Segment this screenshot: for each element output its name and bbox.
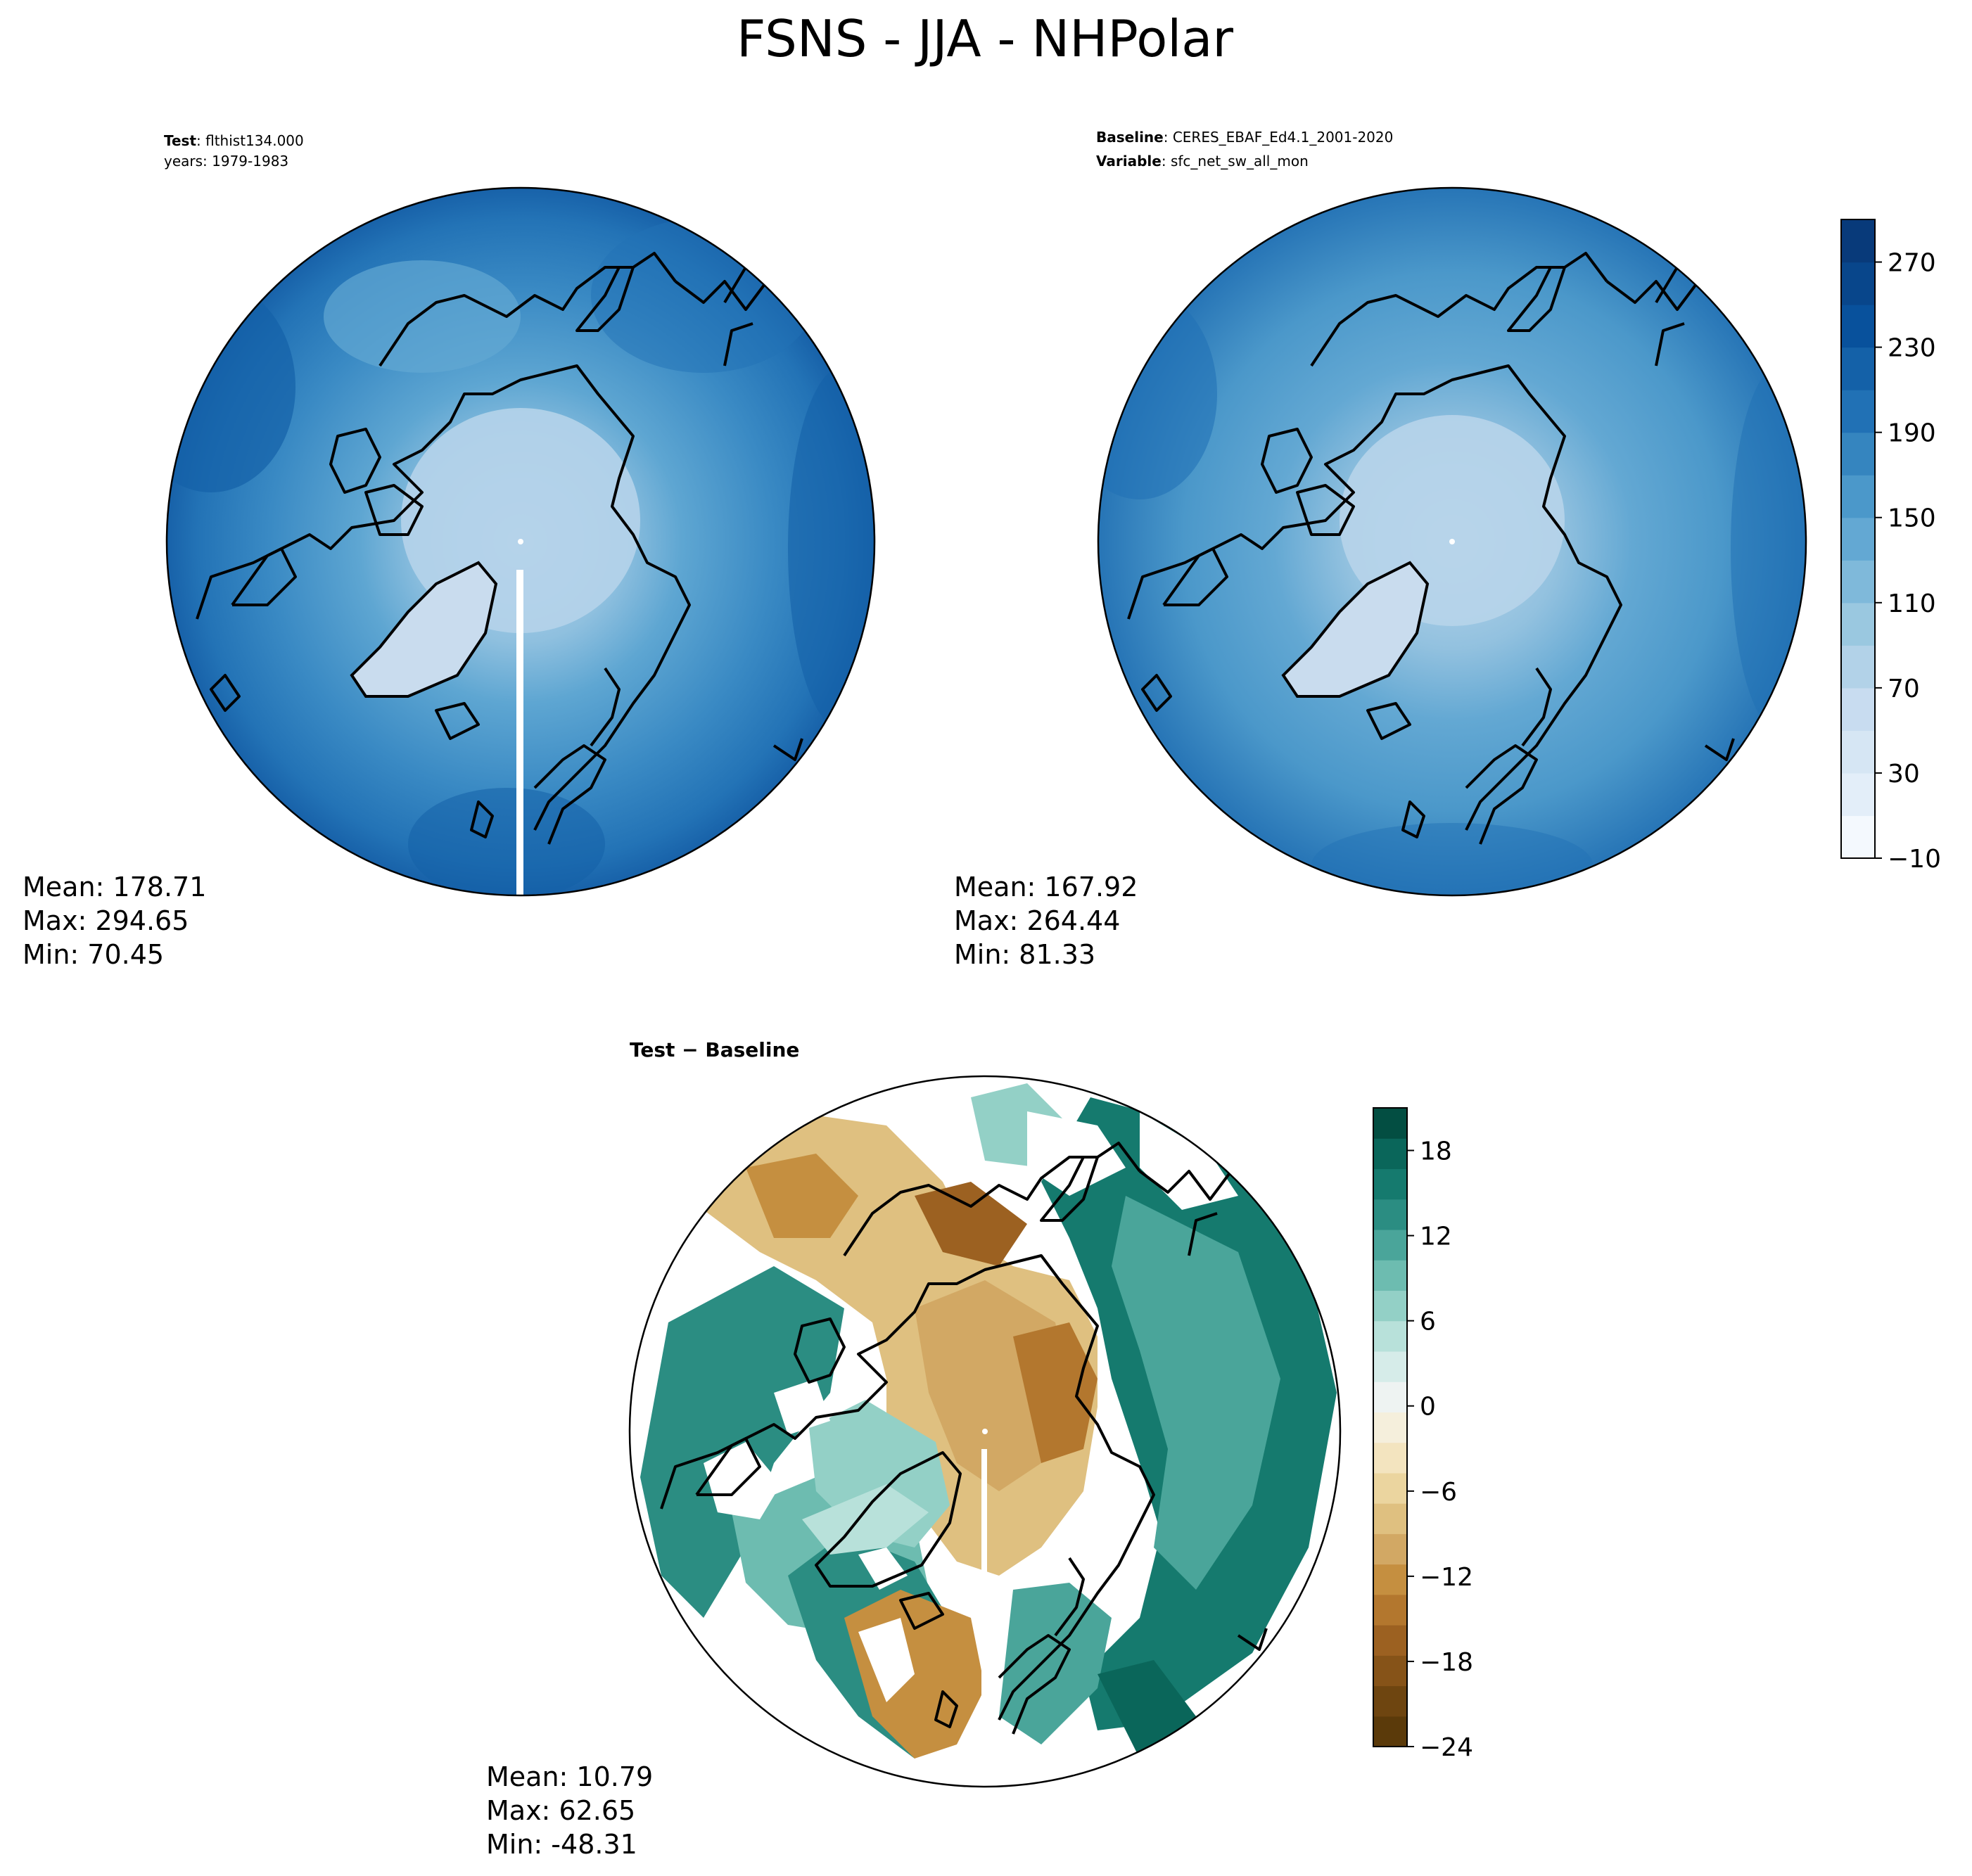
colorbar-difference: 18 12 6 0 −6 −12 −18 −24: [1373, 1107, 1473, 1762]
colorbar-main-segment: [1841, 815, 1875, 859]
greenland-landmass: [350, 561, 498, 698]
colorbar-main-tick-label: 190: [1888, 419, 1936, 448]
colorbar-main-segment: [1841, 305, 1875, 348]
colorbar-difference-segment: [1373, 1503, 1407, 1534]
test-stat-min: Min: 70.45: [23, 939, 164, 970]
colorbar-main-segment: [1841, 432, 1875, 476]
colorbar-main-segment: [1841, 517, 1875, 561]
baseline-map-boundary: [1097, 186, 1807, 897]
difference-map: [630, 1076, 1340, 1787]
test-stat-max: Max: 294.65: [23, 905, 189, 936]
colorbar-main-segment: [1841, 475, 1875, 518]
colorbar-difference-segment: [1373, 1199, 1407, 1230]
baseline-stat-mean: Mean: 167.92: [954, 872, 1138, 902]
colorbar-difference-tick-label: −24: [1420, 1733, 1473, 1762]
colorbar-difference-segment: [1373, 1229, 1407, 1261]
colorbar-difference-segment: [1373, 1168, 1407, 1200]
colorbar-difference-segment: [1373, 1351, 1407, 1382]
colorbar-difference-segment: [1373, 1290, 1407, 1322]
colorbar-main-tick-label: 230: [1888, 334, 1936, 363]
colorbar-difference-segment: [1373, 1138, 1407, 1170]
colorbar-main-segment: [1841, 390, 1875, 433]
baseline-stat-max: Max: 264.44: [954, 905, 1120, 936]
colorbar-difference-segment: [1373, 1625, 1407, 1656]
colorbar-main-tick-label: 70: [1888, 675, 1920, 703]
colorbar-difference-segment: [1373, 1564, 1407, 1595]
baseline-header-line2: Variable: sfc_net_sw_all_mon: [1096, 153, 1309, 170]
colorbar-main-tick-label: 30: [1888, 760, 1920, 789]
colorbar-difference-segment: [1373, 1412, 1407, 1443]
colorbar-difference-segment: [1373, 1382, 1407, 1412]
colorbar-difference-tick-label: −12: [1420, 1563, 1473, 1592]
colorbar-main-frame: [1840, 219, 1876, 859]
colorbar-difference-segment: [1373, 1655, 1407, 1687]
panel-baseline: Baseline: CERES_EBAF_Ed4.1_2001-2020 Var…: [954, 129, 1807, 970]
colorbar-difference-segment: [1373, 1320, 1407, 1352]
colorbar-difference-frame: [1373, 1107, 1408, 1747]
test-map: [167, 188, 874, 895]
baseline-stat-min: Min: 81.33: [954, 939, 1095, 970]
colorbar-main-segment: [1841, 219, 1875, 263]
coastlines: [1127, 252, 1735, 845]
colorbar-difference-tick-label: 0: [1420, 1393, 1436, 1422]
difference-stat-max: Max: 62.65: [486, 1795, 635, 1826]
baseline-header-line1: Baseline: CERES_EBAF_Ed4.1_2001-2020: [1096, 129, 1393, 146]
colorbar-main-tick-label: −10: [1888, 845, 1941, 874]
colorbar-main-segment: [1841, 262, 1875, 305]
coastlines: [660, 1142, 1268, 1735]
colorbar-difference-segment: [1373, 1533, 1407, 1565]
colorbar-difference-segment: [1373, 1685, 1407, 1717]
colorbar-main-segment: [1841, 687, 1875, 731]
baseline-map: [1098, 188, 1806, 895]
colorbar-main-segment: [1841, 645, 1875, 689]
colorbar-main-tick-label: 110: [1888, 589, 1936, 618]
colorbar-difference-segment: [1373, 1442, 1407, 1474]
colorbar-difference-tick-label: 6: [1420, 1308, 1436, 1336]
test-header-line1: Test: flthist134.000: [164, 132, 304, 149]
colorbar-difference-tick-label: −6: [1420, 1478, 1457, 1507]
colorbar-main-segment: [1841, 347, 1875, 390]
colorbar-difference-segment: [1373, 1594, 1407, 1626]
colorbar-main-segment: [1841, 560, 1875, 604]
difference-header: Test − Baseline: [630, 1038, 799, 1061]
test-header-line2: years: 1979-1983: [164, 153, 288, 170]
colorbar-difference-segment: [1373, 1716, 1407, 1747]
colorbar-main: 270 230 190 150 110 70 30 −10: [1840, 219, 1941, 874]
colorbar-main-segment: [1841, 772, 1875, 817]
difference-stat-mean: Mean: 10.79: [486, 1761, 653, 1792]
panel-test: Test: flthist134.000 years: 1979-1983: [23, 132, 876, 970]
panel-difference: Test − Baseline: [486, 1038, 1342, 1860]
colorbar-difference-segment: [1373, 1472, 1407, 1504]
colorbar-difference-tick-label: 18: [1420, 1137, 1452, 1166]
colorbar-difference-segment: [1373, 1260, 1407, 1291]
difference-map-boundary: [628, 1075, 1342, 1788]
colorbar-difference-segment: [1373, 1108, 1407, 1139]
colorbar-main-tick-label: 150: [1888, 504, 1936, 533]
colorbar-main-segment: [1841, 602, 1875, 646]
colorbar-main-tick-label: 270: [1888, 249, 1936, 278]
difference-stat-min: Min: -48.31: [486, 1829, 637, 1860]
colorbar-main-segment: [1841, 730, 1875, 774]
test-stat-mean: Mean: 178.71: [23, 872, 206, 902]
greenland-landmass: [1281, 561, 1430, 698]
colorbar-difference-tick-label: 12: [1420, 1223, 1452, 1251]
figure-title: FSNS - JJA - NHPolar: [737, 9, 1233, 68]
colorbar-difference-tick-label: −18: [1420, 1648, 1473, 1677]
test-map-boundary: [165, 186, 876, 897]
